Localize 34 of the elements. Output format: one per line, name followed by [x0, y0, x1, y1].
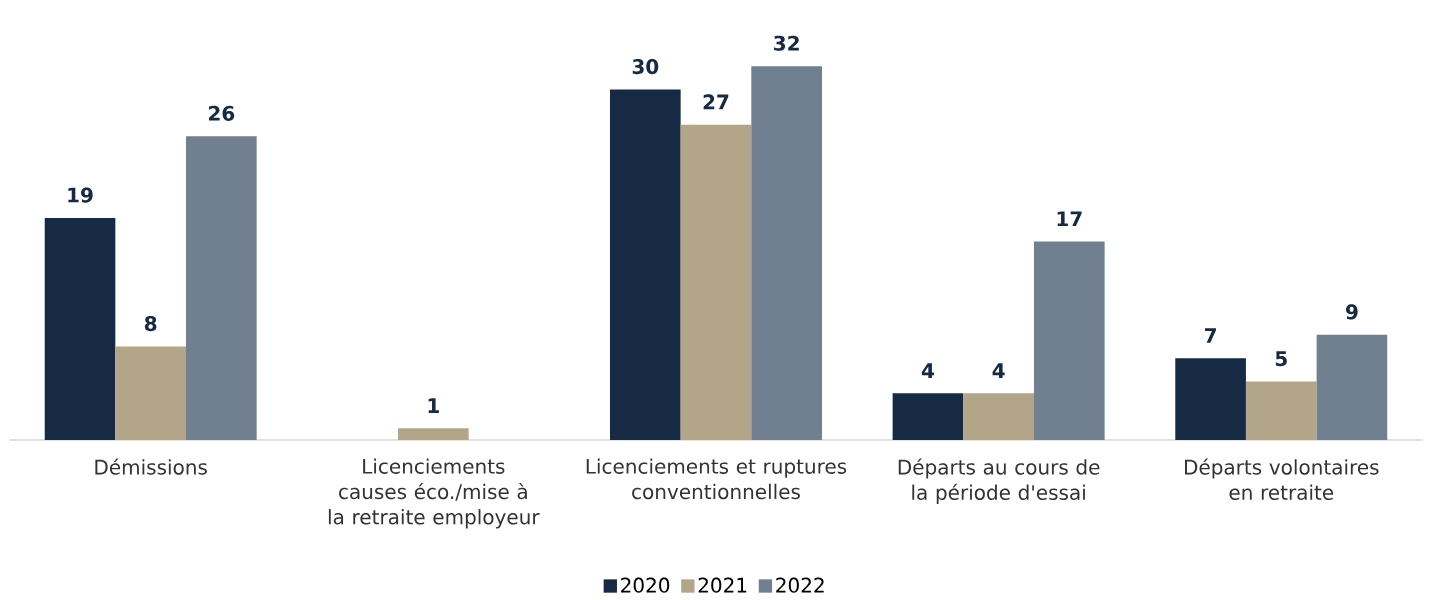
bar	[1316, 334, 1388, 441]
x-tick-label: Licenciements causes éco./mise à la retraite employeur	[328, 458, 540, 529]
data-label: 4	[921, 363, 934, 378]
bar	[751, 66, 822, 441]
data-label: 8	[144, 316, 157, 332]
data-label: 9	[1346, 304, 1358, 320]
bar	[963, 393, 1034, 441]
data-label: 1	[428, 398, 439, 414]
data-label: 5	[1275, 351, 1287, 367]
bar	[115, 346, 186, 441]
bar	[680, 124, 752, 441]
bar	[1245, 381, 1317, 441]
bar	[892, 393, 964, 441]
data-label: 26	[209, 105, 235, 121]
bar	[397, 428, 469, 441]
bar	[44, 218, 116, 441]
legend-label: 2021	[698, 577, 747, 593]
data-label: 4	[992, 363, 1005, 378]
data-label: 17	[1057, 211, 1082, 227]
data-label: 27	[703, 94, 729, 110]
data-label: 30	[632, 59, 659, 75]
data-label: 19	[68, 187, 93, 203]
legend-label: 2022	[776, 577, 824, 593]
data-label: 32	[774, 35, 799, 51]
x-tick-label: Licenciements et ruptures conventionnelles	[586, 458, 847, 500]
x-tick-label: Départs volontaires en retraite	[1184, 458, 1379, 501]
bar	[186, 136, 257, 441]
legend-label: 2020	[621, 577, 670, 593]
x-tick-label: Départs au cours de la période d'essai	[898, 458, 1100, 504]
x-tick-label: Démissions	[95, 458, 207, 475]
bar	[1175, 358, 1246, 441]
data-label: 7	[1205, 328, 1216, 343]
bar	[1033, 241, 1105, 441]
bar	[609, 89, 681, 441]
